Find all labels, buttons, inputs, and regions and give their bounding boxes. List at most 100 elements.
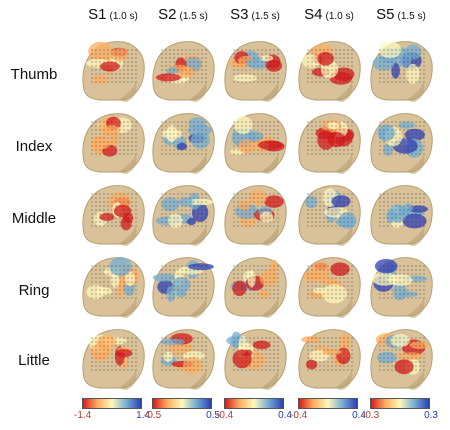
electrode-dot (423, 349, 425, 351)
electrode-dot (173, 133, 175, 135)
electrode-dot (331, 353, 333, 355)
electrode-dot (327, 277, 329, 279)
electrode-dot (399, 65, 401, 67)
electrode-dot (383, 125, 385, 127)
electrode-dot (205, 81, 207, 83)
electrode-dot (407, 193, 409, 195)
electrode-dot (177, 369, 179, 371)
electrode-dot (323, 297, 325, 299)
electrode-dot (95, 213, 97, 215)
electrode-dot (123, 337, 125, 339)
electrode-dot (269, 213, 271, 215)
electrode-dot (177, 137, 179, 139)
electrode-dot (411, 213, 413, 215)
electrode-dot (99, 341, 101, 343)
electrode-dot (119, 289, 121, 291)
electrode-dot (257, 145, 259, 147)
electrode-dot (103, 277, 105, 279)
electrode-dot (253, 285, 255, 287)
electrode-dot (343, 201, 345, 203)
electrode-dot (339, 125, 341, 127)
electrode-dot (391, 193, 393, 195)
electrode-dot (269, 293, 271, 295)
electrode-dot (173, 213, 175, 215)
electrode-dot (383, 337, 385, 339)
electrode-dot (277, 361, 279, 363)
electrode-dot (237, 357, 239, 359)
electrode-dot (181, 201, 183, 203)
electrode-dot (311, 269, 313, 271)
electrode-dot (307, 61, 309, 63)
electrode-dot (135, 133, 137, 135)
electrode-dot (277, 73, 279, 75)
electrode-dot (177, 293, 179, 295)
electrode-dot (343, 297, 345, 299)
electrode-dot (241, 213, 243, 215)
electrode-dot (189, 61, 191, 63)
electrode-dot (395, 225, 397, 227)
electrode-dot (351, 81, 353, 83)
electrode-dot (319, 217, 321, 219)
electrode-dot (395, 77, 397, 79)
head-map-s2-little (148, 324, 218, 392)
electrode-dot (277, 61, 279, 63)
electrode-dot (335, 53, 337, 55)
electrode-dot (177, 153, 179, 155)
activation-blob (238, 139, 256, 154)
electrode-dot (423, 129, 425, 131)
electrode-dot (181, 345, 183, 347)
electrode-dot (253, 145, 255, 147)
electrode-dot (107, 205, 109, 207)
electrode-dot (277, 209, 279, 211)
electrode-dot (419, 297, 421, 299)
electrode-dot (193, 217, 195, 219)
electrode-dot (315, 121, 317, 123)
electrode-dot (423, 77, 425, 79)
electrode-dot (403, 269, 405, 271)
electrode-dot (399, 365, 401, 367)
electrode-dot (193, 81, 195, 83)
electrode-dot (123, 201, 125, 203)
electrode-dot (261, 365, 263, 367)
electrode-dot (335, 137, 337, 139)
electrode-dot (161, 149, 163, 151)
electrode-dot (135, 277, 137, 279)
electrode-dot (103, 201, 105, 203)
electrode-dot (115, 201, 117, 203)
electrode-dot (261, 129, 263, 131)
electrode-dot (307, 149, 309, 151)
electrode-dot (123, 49, 125, 51)
electrode-dot (201, 337, 203, 339)
electrode-dot (273, 205, 275, 207)
electrode-dot (327, 273, 329, 275)
electrode-dot (201, 193, 203, 195)
electrode-dot (335, 141, 337, 143)
electrode-dot (411, 273, 413, 275)
electrode-dot (419, 281, 421, 283)
electrode-dot (119, 193, 121, 195)
electrode-dot (123, 149, 125, 151)
electrode-dot (249, 337, 251, 339)
electrode-dot (347, 281, 349, 283)
electrode-dot (127, 133, 129, 135)
electrode-dot (265, 81, 267, 83)
electrode-dot (335, 285, 337, 287)
electrode-dot (269, 221, 271, 223)
electrode-dot (127, 53, 129, 55)
electrode-dot (395, 197, 397, 199)
electrode-dot (95, 365, 97, 367)
electrode-dot (181, 125, 183, 127)
electrode-dot (99, 125, 101, 127)
electrode-dot (127, 337, 129, 339)
electrode-dot (253, 281, 255, 283)
activation-blob (188, 117, 206, 130)
electrode-dot (387, 205, 389, 207)
electrode-dot (111, 205, 113, 207)
electrode-dot (115, 133, 117, 135)
electrode-dot (185, 217, 187, 219)
electrode-dot (391, 65, 393, 67)
electrode-dot (169, 49, 171, 51)
electrode-dot (319, 269, 321, 271)
electrode-dot (131, 225, 133, 227)
electrode-dot (201, 137, 203, 139)
